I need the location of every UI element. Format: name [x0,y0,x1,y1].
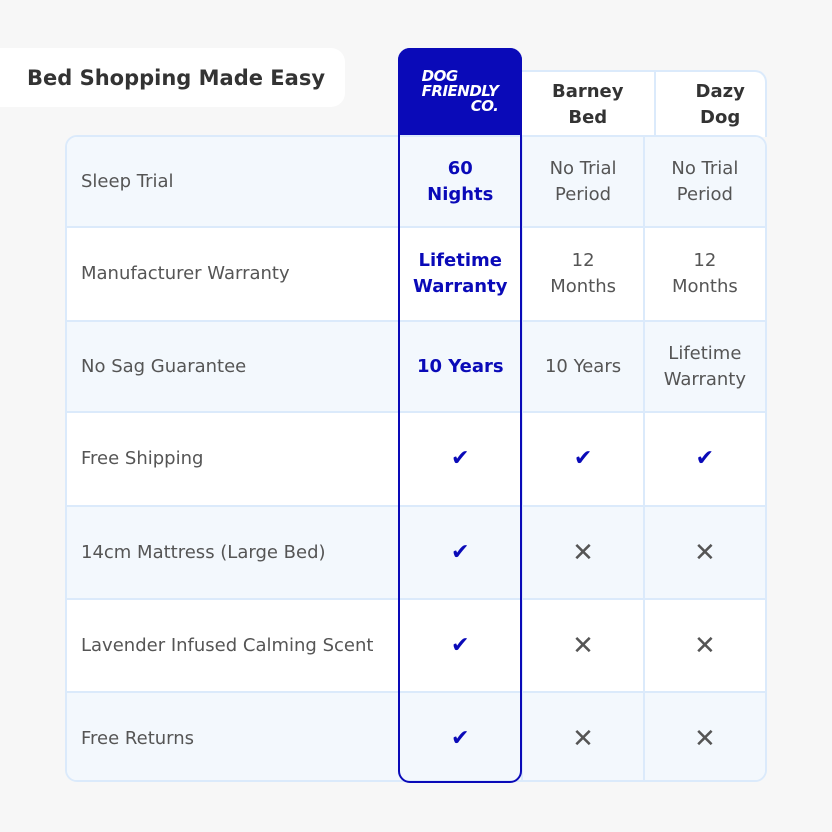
dazy-value: ✕ [642,693,765,780]
table-row: Lavender Infused Calming Scent ✔ ✕ ✕ [67,600,765,693]
cross-icon: ✕ [572,630,594,661]
check-icon: ✔ [451,725,470,751]
table-row: 14cm Mattress (Large Bed) ✔ ✕ ✕ [67,507,765,600]
brand-value: ✔ [399,600,521,691]
barney-value: 10 Years [521,322,642,411]
check-icon: ✔ [451,632,470,658]
brand-value: Lifetime Warranty [399,228,521,320]
table-row: Free Shipping ✔ ✔ ✔ [67,413,765,507]
table-row: Free Returns ✔ ✕ ✕ [67,693,765,780]
brand-value-text: 60 Nights [427,157,494,205]
dazy-value: ✔ [642,413,765,505]
feature-label: No Sag Guarantee [67,322,399,411]
feature-label-text: Sleep Trial [81,170,174,192]
dazy-value: 12 Months [642,228,765,320]
feature-label: 14cm Mattress (Large Bed) [67,507,399,598]
feature-label: Sleep Trial [67,137,399,226]
feature-label-text: Free Returns [81,727,195,749]
feature-label: Manufacturer Warranty [67,228,399,320]
brand-value: 10 Years [399,322,521,411]
feature-label: Free Shipping [67,413,399,505]
feature-label-text: Lavender Infused Calming Scent [81,634,374,656]
barney-value-text: No Trial Period [549,157,617,205]
comparison-table: Sleep Trial 60 Nights No Trial Period No Tr… [65,135,767,782]
barney-value-text: 10 Years [544,355,622,377]
barney-value: ✔ [521,413,642,505]
cross-icon: ✕ [693,537,716,568]
dazy-value: Lifetime Warranty [642,322,765,411]
check-icon: ✔ [451,539,470,565]
feature-label: Lavender Infused Calming Scent [67,600,399,691]
page-title: Bed Shopping Made Easy [0,48,345,107]
cross-icon: ✕ [572,537,594,568]
check-icon: ✔ [451,446,470,471]
cross-icon: ✕ [693,630,716,661]
competitor-header: Barney Bed Dazy Dog [520,70,767,137]
cross-icon: ✕ [572,723,594,754]
header-dazy-dog: Dazy Dog [695,80,745,128]
dazy-value: No Trial Period [642,137,765,226]
dazy-value-text: No Trial Period [671,157,739,205]
check-icon: ✔ [573,446,593,471]
brand-value: ✔ [399,693,521,780]
dazy-value-text: 12 Months [671,250,738,297]
header-barney-bed: Barney Bed [522,72,656,137]
barney-value: ✕ [521,600,642,691]
cross-icon: ✕ [693,723,716,754]
dazy-value-text: Lifetime Warranty [663,342,746,390]
brand-value: ✔ [399,413,521,505]
dazy-value: ✕ [642,600,765,691]
table-row: Sleep Trial 60 Nights No Trial Period No Tr… [67,137,765,228]
feature-label-text: Manufacturer Warranty [81,263,290,284]
brand-value: 60 Nights [399,137,521,226]
barney-value: 12 Months [521,228,642,320]
feature-label: Free Returns [67,693,399,780]
dazy-value: ✕ [642,507,765,598]
barney-value: No Trial Period [521,137,642,226]
table-row: No Sag Guarantee 10 Years 10 Years Lifetime… [67,322,765,413]
barney-value: ✕ [521,507,642,598]
brand-header: DOG FRIENDLY CO. [398,48,522,135]
feature-label-text: 14cm Mattress (Large Bed) [81,541,326,563]
table-row: Manufacturer Warranty Lifetime Warranty 12… [67,228,765,322]
dog-friendly-co-logo: DOG FRIENDLY CO. [421,67,499,115]
feature-label-text: Free Shipping [81,448,204,469]
barney-value-text: 12 Months [550,250,616,297]
feature-label-text: No Sag Guarantee [81,355,247,377]
brand-value: ✔ [399,507,521,598]
check-icon: ✔ [695,446,715,471]
brand-value-text: Lifetime Warranty [413,250,508,297]
barney-value: ✕ [521,693,642,780]
brand-value-text: 10 Years [416,355,504,377]
